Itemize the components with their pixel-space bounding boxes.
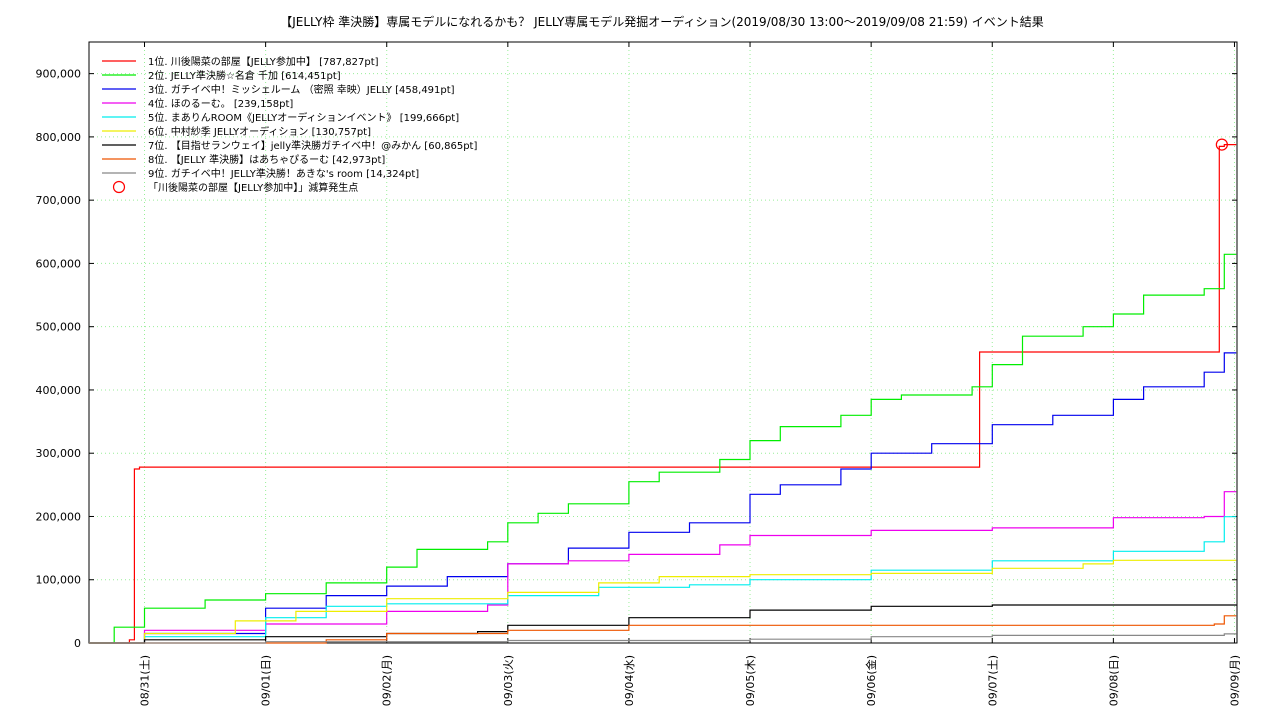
x-tick-label: 09/06(金): [864, 655, 878, 706]
series-line-4: [89, 491, 1237, 644]
legend-label: 4位. ほのるーむ。 [239,158pt]: [148, 97, 293, 110]
y-tick-label: 800,000: [36, 131, 82, 144]
series-line-2: [89, 253, 1237, 644]
legend: 1位. 川後陽菜の部屋【JELLY参加中】 [787,827pt]2位. JEL…: [102, 55, 477, 194]
plot-frame: [88, 41, 1238, 644]
y-tick-label: 200,000: [36, 510, 82, 523]
x-tick-label: 09/03(火): [502, 655, 515, 706]
x-tick-label: 09/05(木): [744, 655, 757, 706]
x-tick-label: 09/08(日): [1107, 655, 1120, 706]
legend-label: 1位. 川後陽菜の部屋【JELLY参加中】 [787,827pt]: [148, 55, 379, 68]
series-line-1: [89, 144, 1237, 644]
axes: 0 100,000 200,000 300,000 400,000 500,000 600,…: [36, 41, 1241, 706]
y-tick-label: 900,000: [36, 68, 82, 81]
grid: [89, 42, 1237, 643]
x-tick-label: 09/07(土): [986, 655, 999, 706]
x-tick-label: 09/09(月): [1228, 655, 1241, 706]
markers-group: [1215, 138, 1228, 151]
series-line-8: [89, 615, 1237, 644]
y-tick-label: 700,000: [36, 194, 82, 207]
legend-label: 7位. 【目指せランウェイ】jelly準決勝ガチイベ中！@みかん [60,865…: [148, 139, 477, 152]
y-tick-label: 400,000: [36, 384, 82, 397]
series-line-6: [89, 559, 1237, 644]
x-tick-label: 09/02(月): [381, 655, 394, 706]
y-tick-label: 0: [74, 637, 81, 650]
legend-label: 8位. 【JELLY 準決勝】はあちゃぴるーむ [42,973pt]: [148, 153, 385, 166]
y-tick-label: 300,000: [36, 447, 82, 460]
series-line-9: [89, 633, 1237, 644]
legend-marker: [112, 180, 126, 194]
series-line-3: [89, 352, 1237, 644]
series-group: [89, 144, 1237, 644]
legend-label: 6位. 中村紗季 JELLYオーディション [130,757pt]: [148, 125, 371, 138]
x-tick-label: 09/04(水): [623, 655, 636, 706]
marker-1: [1215, 138, 1228, 151]
y-tick-label: 500,000: [36, 321, 82, 334]
x-tick-label: 09/01(日): [260, 655, 273, 706]
legend-label: 「川後陽菜の部屋【JELLY参加中】」減算発生点: [148, 181, 358, 194]
legend-label: 9位. ガチイベ中！JELLY準決勝！あきな's room [14,324pt]: [148, 167, 419, 180]
legend-label: 2位. JELLY準決勝☆名倉 千加 [614,451pt]: [148, 69, 341, 82]
legend-label: 3位. ガチイベ中！ミッシェルーム （密照 幸映）JELLY [458,491p…: [148, 83, 455, 96]
chart-title: 【JELLY枠 準決勝】専属モデルになれるかも？ JELLY専属モデル発掘オーデ…: [280, 14, 1044, 29]
y-tick-label: 100,000: [36, 574, 82, 587]
series-line-7: [89, 604, 1237, 644]
x-tick-label: 08/31(土): [139, 655, 152, 706]
legend-label: 5位. まありんROOM《JELLYオーディションイベント》 [199,666p…: [148, 111, 459, 124]
y-tick-label: 600,000: [36, 257, 82, 270]
